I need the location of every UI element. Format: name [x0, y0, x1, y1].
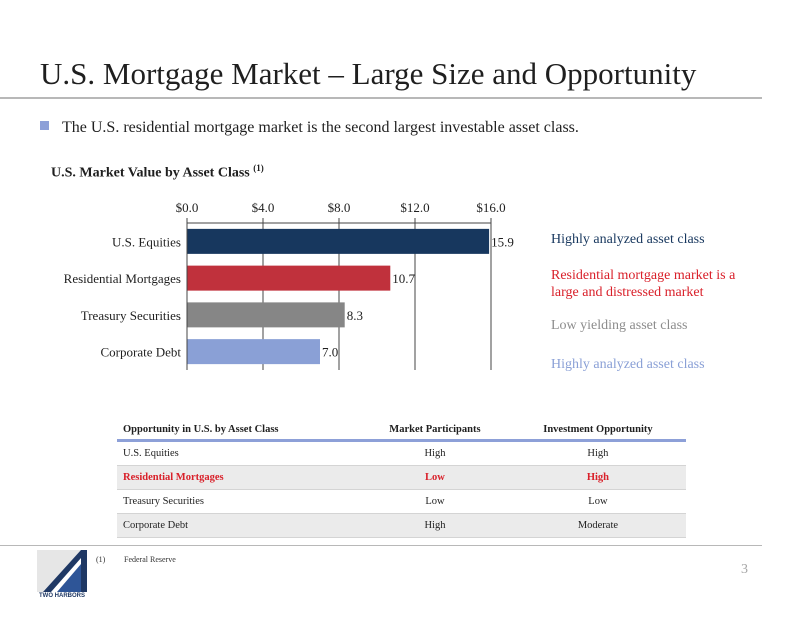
cell-market-participants: High: [360, 440, 510, 466]
y-category-label: Corporate Debt: [100, 345, 181, 360]
y-category-label: Treasury Securities: [81, 308, 181, 323]
header-asset-class: Opportunity in U.S. by Asset Class: [117, 419, 361, 442]
bar: [187, 265, 391, 291]
bar-value-label: 8.3: [347, 308, 363, 323]
annotation-residential-mortgages: Residential mortgage market is a large an…: [551, 268, 736, 300]
cell-investment-opportunity: Low: [509, 489, 686, 514]
table-row: Corporate Debt High Moderate: [117, 513, 686, 538]
bar: [187, 339, 320, 365]
table-row: Treasury Securities Low Low: [117, 489, 686, 514]
table-header-row: Opportunity in U.S. by Asset Class Marke…: [117, 419, 686, 442]
cell-market-participants: Low: [360, 489, 510, 514]
table-row: Residential Mortgages Low High: [117, 465, 686, 490]
x-tick-label: $0.0: [176, 200, 199, 215]
header-investment-opportunity: Investment Opportunity: [509, 419, 686, 442]
bar: [187, 302, 345, 328]
cell-market-participants: Low: [360, 465, 510, 490]
cell-investment-opportunity: High: [509, 440, 686, 466]
page-number: 3: [741, 562, 748, 577]
x-tick-label: $12.0: [400, 200, 429, 215]
annotation-us-equities: Highly analyzed asset class: [551, 232, 705, 247]
annotation-treasury-securities: Low yielding asset class: [551, 318, 688, 333]
y-category-label: Residential Mortgages: [64, 271, 181, 286]
two-harbors-logo: [37, 550, 87, 592]
footer-divider: [0, 545, 762, 546]
bar-value-label: 15.9: [491, 234, 514, 249]
x-tick-label: $4.0: [252, 200, 275, 215]
cell-asset-class: Treasury Securities: [117, 489, 361, 514]
annotation-corporate-debt: Highly analyzed asset class: [551, 357, 705, 372]
footnote-text: Federal Reserve: [124, 555, 176, 564]
bullet-text: The U.S. residential mortgage market is …: [62, 119, 579, 136]
bar: [187, 228, 490, 254]
table-row: U.S. Equities High High: [117, 440, 686, 466]
y-category-label: U.S. Equities: [112, 234, 181, 249]
bar-value-label: 10.7: [392, 271, 415, 286]
bullet-square-icon: [40, 121, 49, 130]
x-tick-label: $16.0: [476, 200, 505, 215]
cell-asset-class: Corporate Debt: [117, 513, 361, 538]
header-market-participants: Market Participants: [360, 419, 510, 442]
cell-asset-class: U.S. Equities: [117, 440, 361, 466]
x-tick-label: $8.0: [328, 200, 351, 215]
chart-title-text: U.S. Market Value by Asset Class: [51, 165, 250, 181]
cell-asset-class: Residential Mortgages: [117, 465, 361, 490]
chart-title-footnote: (1): [253, 163, 264, 173]
page-title: U.S. Mortgage Market – Large Size and Op…: [40, 56, 697, 91]
bar-value-label: 7.0: [322, 345, 338, 360]
chart-title: U.S. Market Value by Asset Class (1): [51, 163, 264, 182]
bullet-point: The U.S. residential mortgage market is …: [40, 119, 579, 137]
cell-market-participants: High: [360, 513, 510, 538]
cell-investment-opportunity: High: [509, 465, 686, 490]
bar-chart: $0.0 $4.0 $8.0 $12.0 $16.0 U.S. Equities 15.9 R…: [64, 200, 514, 370]
logo-text: TWO HARBORS: [39, 593, 85, 599]
footnote-number: (1): [96, 555, 106, 564]
cell-investment-opportunity: Moderate: [509, 513, 686, 538]
title-divider: [0, 97, 762, 99]
opportunity-table: Opportunity in U.S. by Asset Class Marke…: [117, 419, 686, 538]
